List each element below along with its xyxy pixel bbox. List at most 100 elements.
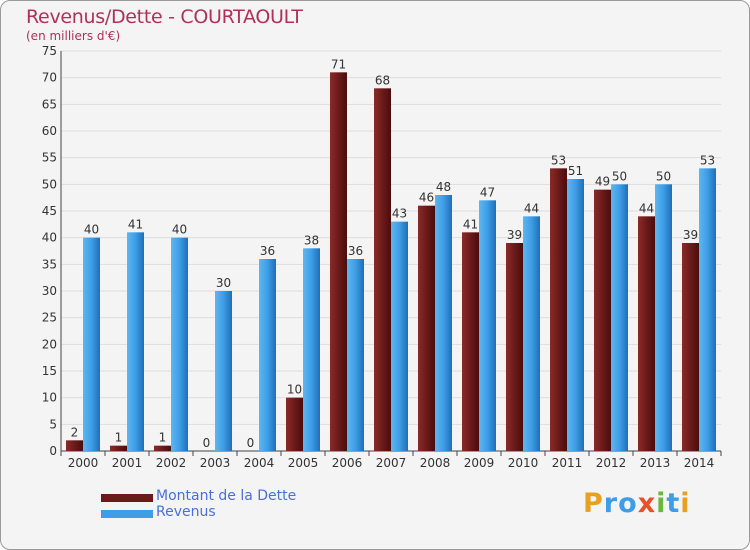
y-tick-label: 20 xyxy=(42,337,57,351)
bar-dette xyxy=(418,205,435,451)
y-tick-label: 75 xyxy=(42,44,57,58)
data-label-dette: 1 xyxy=(115,431,123,445)
y-tick-label: 35 xyxy=(42,257,57,271)
bar-dette xyxy=(550,168,567,452)
y-tick-label: 45 xyxy=(42,204,57,218)
logo-letter: i xyxy=(680,488,691,519)
bar-dette xyxy=(594,189,611,451)
bar-revenus xyxy=(127,232,144,451)
bar-dette xyxy=(506,243,523,451)
data-label-dette: 1 xyxy=(159,431,167,445)
logo-letter: P xyxy=(583,488,604,519)
legend-swatch-revenus xyxy=(101,510,153,518)
data-label-revenus: 44 xyxy=(524,201,539,215)
x-tick-label: 2002 xyxy=(156,456,187,470)
data-label-dette: 53 xyxy=(551,153,566,167)
data-label-dette: 44 xyxy=(639,201,654,215)
data-label-revenus: 30 xyxy=(216,276,231,290)
data-label-revenus: 47 xyxy=(480,185,495,199)
x-tick-label: 2009 xyxy=(464,456,495,470)
data-label-revenus: 48 xyxy=(436,180,451,194)
bar-revenus xyxy=(699,168,716,452)
x-tick-label: 2005 xyxy=(288,456,319,470)
bar-dette xyxy=(110,445,127,451)
bar-dette xyxy=(682,243,699,451)
proxiti-logo: Proxiti xyxy=(583,488,691,519)
bar-dette xyxy=(66,440,83,451)
data-label-revenus: 40 xyxy=(84,223,99,237)
bar-revenus xyxy=(391,221,408,451)
logo-letter: o xyxy=(618,488,638,519)
x-tick-label: 2006 xyxy=(332,456,363,470)
bar-revenus xyxy=(611,184,628,452)
data-label-revenus: 40 xyxy=(172,223,187,237)
legend-label-revenus: Revenus xyxy=(156,504,216,520)
y-tick-label: 70 xyxy=(42,71,57,85)
bar-dette xyxy=(286,397,303,451)
data-label-revenus: 43 xyxy=(392,207,407,221)
chart-subtitle: (en milliers d'€) xyxy=(26,29,121,43)
bar-revenus xyxy=(567,179,584,451)
data-label-dette: 49 xyxy=(595,175,610,189)
logo-letter: i xyxy=(656,488,667,519)
bar-dette xyxy=(462,232,479,451)
bar-revenus xyxy=(479,200,496,451)
data-label-dette: 41 xyxy=(463,217,478,231)
x-tick-label: 2004 xyxy=(244,456,275,470)
data-label-dette: 46 xyxy=(419,191,434,205)
legend-swatch-dette xyxy=(101,494,153,502)
data-label-dette: 71 xyxy=(331,57,346,71)
data-label-revenus: 50 xyxy=(656,169,671,183)
bar-dette xyxy=(638,216,655,451)
data-label-revenus: 36 xyxy=(348,244,363,258)
data-label-revenus: 41 xyxy=(128,217,143,231)
bar-revenus xyxy=(215,291,232,451)
logo-letter: t xyxy=(666,488,681,519)
data-label-dette: 0 xyxy=(203,436,211,450)
x-tick-label: 2000 xyxy=(68,456,99,470)
bar-revenus xyxy=(83,237,100,451)
y-tick-label: 25 xyxy=(42,311,57,325)
x-tick-label: 2003 xyxy=(200,456,231,470)
logo-letter: r xyxy=(603,488,619,519)
y-tick-label: 15 xyxy=(42,364,57,378)
y-tick-label: 60 xyxy=(42,124,57,138)
data-label-revenus: 38 xyxy=(304,233,319,247)
bar-revenus xyxy=(435,195,452,451)
y-tick-label: 55 xyxy=(42,151,57,165)
bar-revenus xyxy=(523,216,540,451)
x-tick-label: 2011 xyxy=(552,456,583,470)
y-tick-label: 5 xyxy=(49,417,57,431)
data-label-revenus: 53 xyxy=(700,153,715,167)
y-tick-label: 50 xyxy=(42,177,57,191)
y-tick-label: 40 xyxy=(42,231,57,245)
data-label-dette: 68 xyxy=(375,73,390,87)
data-label-dette: 39 xyxy=(683,228,698,242)
x-tick-label: 2001 xyxy=(112,456,143,470)
data-label-revenus: 51 xyxy=(568,164,583,178)
data-label-dette: 39 xyxy=(507,228,522,242)
bar-revenus xyxy=(347,259,364,451)
y-tick-label: 65 xyxy=(42,97,57,111)
y-tick-label: 30 xyxy=(42,284,57,298)
y-tick-label: 0 xyxy=(49,444,57,458)
y-tick-label: 10 xyxy=(42,391,57,405)
bar-revenus xyxy=(171,237,188,451)
x-tick-label: 2008 xyxy=(420,456,451,470)
data-label-dette: 2 xyxy=(71,425,79,439)
bar-revenus xyxy=(655,184,672,452)
data-label-revenus: 36 xyxy=(260,244,275,258)
legend-label-dette: Montant de la Dette xyxy=(156,488,297,504)
bar-dette xyxy=(374,88,391,451)
data-label-dette: 0 xyxy=(247,436,255,450)
data-label-revenus: 50 xyxy=(612,169,627,183)
x-tick-label: 2007 xyxy=(376,456,407,470)
bar-dette xyxy=(154,445,171,451)
x-tick-label: 2014 xyxy=(684,456,715,470)
bar-revenus xyxy=(303,248,320,451)
x-tick-label: 2013 xyxy=(640,456,671,470)
data-label-dette: 10 xyxy=(287,383,302,397)
bar-dette xyxy=(330,72,347,451)
